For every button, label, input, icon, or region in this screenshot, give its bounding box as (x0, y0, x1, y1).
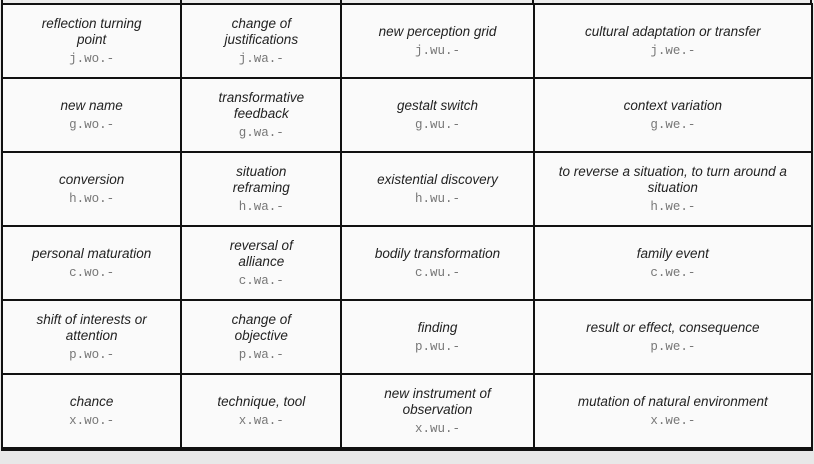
cell-label: gestalt switch (396, 97, 479, 113)
table-row: chance x.wo.- technique, tool x.wa.- new ins… (0, 373, 814, 451)
cell-code: c.wu.- (415, 265, 461, 280)
table-cell: conversion h.wo.- (0, 151, 183, 227)
cell-code: j.wu.- (415, 43, 461, 58)
table-row: shift of interests or attention p.wo.- cha… (0, 299, 814, 375)
table-cell: to reverse a situation, to turn around a… (532, 151, 814, 227)
table-cell: new instrument of observation x.wu.- (340, 373, 535, 451)
table-row: reflection turning point j.wo.- change of … (0, 3, 814, 79)
cell-label: result or effect, consequence (586, 319, 760, 335)
cell-label: change of objective (231, 311, 291, 343)
cell-label: finding (417, 319, 458, 335)
cell-label: bodily transformation (374, 245, 501, 261)
table-cell: personal maturation c.wo.- (0, 225, 183, 301)
cell-code: x.wu.- (415, 421, 461, 436)
table-cell: new name g.wo.- (0, 77, 183, 153)
table-cell: transformative feedback g.wa.- (180, 77, 343, 153)
table-cell: change of justifications j.wa.- (180, 3, 343, 79)
cell-code: h.wa.- (238, 199, 284, 214)
cell-code: g.wu.- (415, 117, 461, 132)
cell-code: p.we.- (650, 339, 696, 354)
table-row: conversion h.wo.- situation reframing h.wa.… (0, 151, 814, 227)
table-cell: result or effect, consequence p.we.- (532, 299, 814, 375)
cell-label: reversal of alliance (229, 237, 293, 269)
cell-label: personal maturation (31, 245, 152, 261)
cell-label: new instrument of observation (384, 385, 491, 417)
table-cell: situation reframing h.wa.- (180, 151, 343, 227)
cell-code: j.wo.- (69, 51, 115, 66)
table-cell: context variation g.we.- (532, 77, 814, 153)
table-cell: change of objective p.wa.- (180, 299, 343, 375)
cell-code: x.wa.- (238, 413, 284, 428)
cell-label: existential discovery (377, 171, 498, 187)
cell-label: technique, tool (217, 393, 306, 409)
cell-code: h.we.- (650, 199, 696, 214)
table-cell: finding p.wu.- (340, 299, 535, 375)
table-cell: mutation of natural environment x.we.- (532, 373, 814, 451)
cell-label: change of justifications (224, 15, 299, 47)
table-cell: reversal of alliance c.wa.- (180, 225, 343, 301)
cell-code: p.wu.- (415, 339, 461, 354)
table-cell: shift of interests or attention p.wo.- (0, 299, 183, 375)
table-cell: technique, tool x.wa.- (180, 373, 343, 451)
cell-label: new perception grid (378, 23, 497, 39)
cell-code: c.we.- (650, 265, 696, 280)
cell-code: j.wa.- (238, 51, 284, 66)
cell-label: conversion (58, 171, 125, 187)
cell-label: transformative feedback (218, 89, 305, 121)
cell-label: shift of interests or attention (36, 311, 147, 343)
cell-label: context variation (623, 97, 722, 113)
table-cell: cultural adaptation or transfer j.we.- (532, 3, 814, 79)
cell-code: h.wo.- (69, 191, 115, 206)
table-cell: new perception grid j.wu.- (340, 3, 535, 79)
cell-code: x.we.- (650, 413, 696, 428)
cell-label: situation reframing (232, 163, 290, 195)
cell-code: g.wo.- (69, 117, 115, 132)
table-cell: reflection turning point j.wo.- (0, 3, 183, 79)
cell-code: x.wo.- (69, 413, 115, 428)
cell-label: cultural adaptation or transfer (585, 23, 761, 39)
cell-label: mutation of natural environment (577, 393, 768, 409)
table-top-edge (0, 0, 814, 4)
table-row: personal maturation c.wo.- reversal of all… (0, 225, 814, 301)
cell-code: g.wa.- (238, 125, 284, 140)
cell-label: family event (636, 245, 709, 261)
cell-code: c.wa.- (238, 273, 284, 288)
table-cell: chance x.wo.- (0, 373, 183, 451)
table-cell: gestalt switch g.wu.- (340, 77, 535, 153)
cell-code: h.wu.- (415, 191, 461, 206)
turning-points-table: reflection turning point j.wo.- change of … (0, 3, 814, 451)
cell-code: j.we.- (650, 43, 696, 58)
cell-label: reflection turning point (41, 15, 142, 47)
cell-code: p.wo.- (69, 347, 115, 362)
cell-label: new name (60, 97, 123, 113)
cell-code: c.wo.- (69, 265, 115, 280)
table-cell: family event c.we.- (532, 225, 814, 301)
cell-label: to reverse a situation, to turn around a… (558, 163, 787, 195)
cell-label: chance (69, 393, 114, 409)
table-cell: bodily transformation c.wu.- (340, 225, 535, 301)
cell-code: p.wa.- (238, 347, 284, 362)
cell-code: g.we.- (650, 117, 696, 132)
table-row: new name g.wo.- transformative feedback g.w… (0, 77, 814, 153)
table-cell: existential discovery h.wu.- (340, 151, 535, 227)
